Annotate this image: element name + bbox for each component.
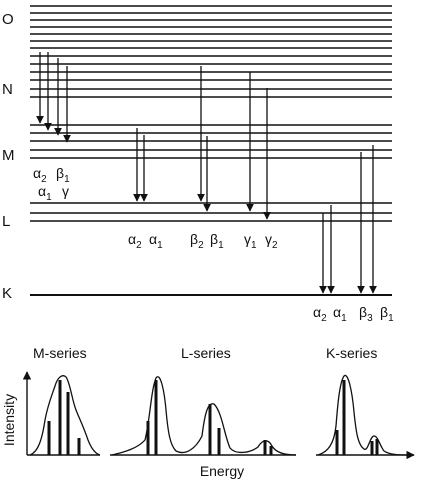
- label-m-beta1: β1: [56, 165, 70, 185]
- k-series-labels: α2 α1 β3 β1: [313, 304, 394, 324]
- label-m-alpha2: α2: [33, 165, 47, 185]
- k-spectrum-curve: [317, 374, 411, 456]
- label-k-alpha2: α2: [313, 304, 327, 324]
- label-l-beta1: β1: [210, 231, 224, 251]
- l-spectrum-curve: [111, 376, 297, 456]
- shell-label-m: M: [2, 147, 15, 164]
- shell-n-lines: [30, 47, 392, 98]
- label-k-beta3: β3: [359, 304, 373, 324]
- shell-label-o: O: [2, 11, 14, 28]
- label-k-alpha1: α1: [333, 304, 347, 324]
- shell-label-l: L: [2, 213, 10, 230]
- transition-arrows: [36, 52, 377, 294]
- label-l-gamma2: γ2: [265, 231, 278, 251]
- m-series-spectrum: [22, 371, 101, 456]
- m-spectrum-curve: [29, 375, 101, 456]
- intensity-axis-label: Intensity: [1, 394, 17, 446]
- k-series-spectrum: [316, 374, 415, 460]
- l-series-spectrum: [110, 376, 297, 456]
- series-title-k: K-series: [326, 345, 377, 361]
- shell-label-n: N: [2, 81, 13, 98]
- energy-levels: [30, 5, 392, 296]
- energy-axis-label: Energy: [200, 463, 244, 479]
- label-k-beta1: β1: [380, 304, 394, 324]
- m-series-labels: α2 β1 α1 γ: [33, 165, 70, 203]
- label-l-alpha1: α1: [149, 231, 163, 251]
- series-title-l: L-series: [181, 345, 231, 361]
- label-l-gamma1: γ1: [244, 231, 257, 251]
- shell-o-lines: [30, 5, 392, 42]
- label-m-alpha1: α1: [38, 183, 52, 203]
- shell-label-k: K: [2, 285, 12, 302]
- shell-m-lines: [30, 124, 392, 159]
- label-l-beta2: β2: [190, 231, 204, 251]
- l-series-labels: α2 α1 β2 β1 γ1 γ2: [128, 231, 278, 251]
- shell-l-lines: [30, 202, 392, 222]
- series-title-m: M-series: [33, 345, 87, 361]
- label-m-gamma: γ: [62, 183, 69, 199]
- label-l-alpha2: α2: [128, 231, 142, 251]
- spectra-panel: M-series L-series K-series Intensity Ene…: [1, 345, 415, 479]
